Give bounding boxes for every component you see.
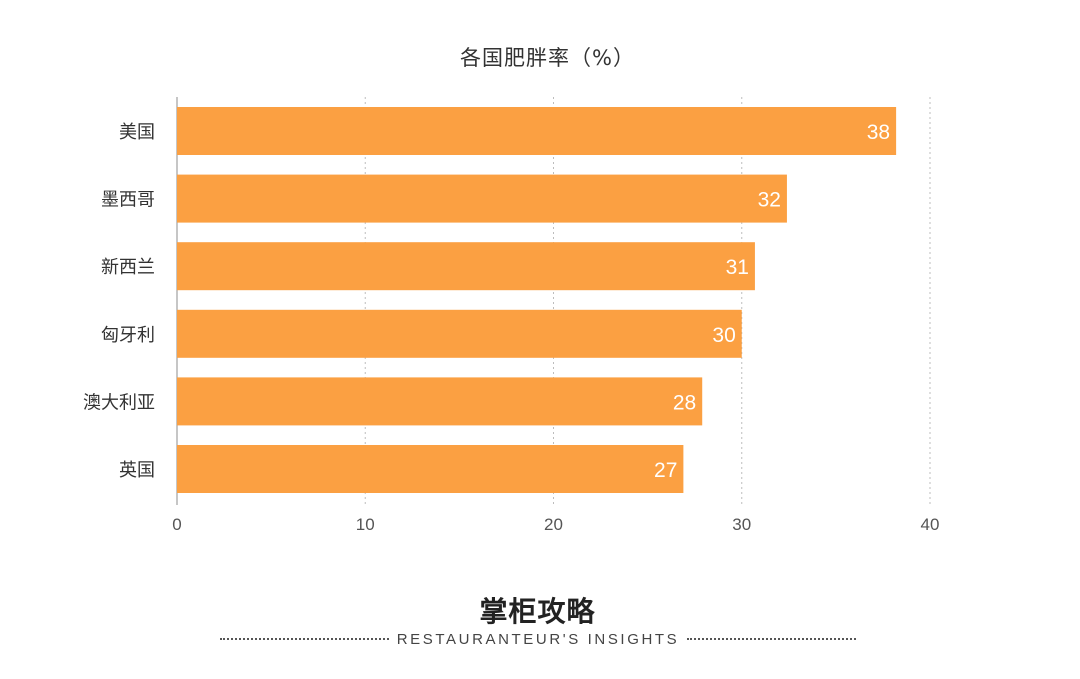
brand-logo: 掌柜攻略 (479, 595, 596, 628)
x-tick-label-20: 20 (544, 515, 563, 534)
brand-tagline: RESTAURANTEUR'S INSIGHTS (396, 630, 680, 648)
x-tick-label-40: 40 (921, 515, 940, 534)
data-label-0: 38 (867, 121, 890, 144)
category-label-4: 澳大利亚 (83, 392, 155, 413)
category-label-2: 新西兰 (101, 257, 155, 278)
bar-4 (177, 377, 703, 426)
category-label-5: 英国 (119, 460, 155, 481)
bar-5 (177, 445, 684, 493)
x-tick-label-0: 0 (172, 515, 181, 534)
category-label-0: 美国 (119, 122, 155, 143)
x-tick-label-10: 10 (356, 515, 375, 534)
dotted-divider-right (687, 638, 857, 640)
bar-chart: 0 10 20 30 40 美国 38 墨西哥 32 新西兰 31 匈牙利 30 澳大利亚 28 英国 27 (83, 97, 940, 534)
tagline-row: RESTAURANTEUR'S INSIGHTS (220, 628, 857, 650)
bar-1 (177, 174, 787, 223)
data-label-4: 28 (673, 391, 696, 414)
chart-title: 各国肥胖率（%） (460, 46, 635, 70)
data-label-5: 27 (654, 459, 677, 482)
category-label-1: 墨西哥 (101, 190, 155, 211)
x-tick-label-30: 30 (732, 515, 751, 534)
data-label-3: 30 (712, 324, 735, 347)
data-label-1: 32 (758, 189, 781, 212)
bar-2 (177, 242, 755, 291)
category-label-3: 匈牙利 (101, 325, 155, 346)
data-label-2: 31 (726, 256, 749, 279)
bar-0 (177, 107, 897, 155)
bar-3 (177, 309, 742, 358)
dotted-divider-left (220, 638, 389, 640)
